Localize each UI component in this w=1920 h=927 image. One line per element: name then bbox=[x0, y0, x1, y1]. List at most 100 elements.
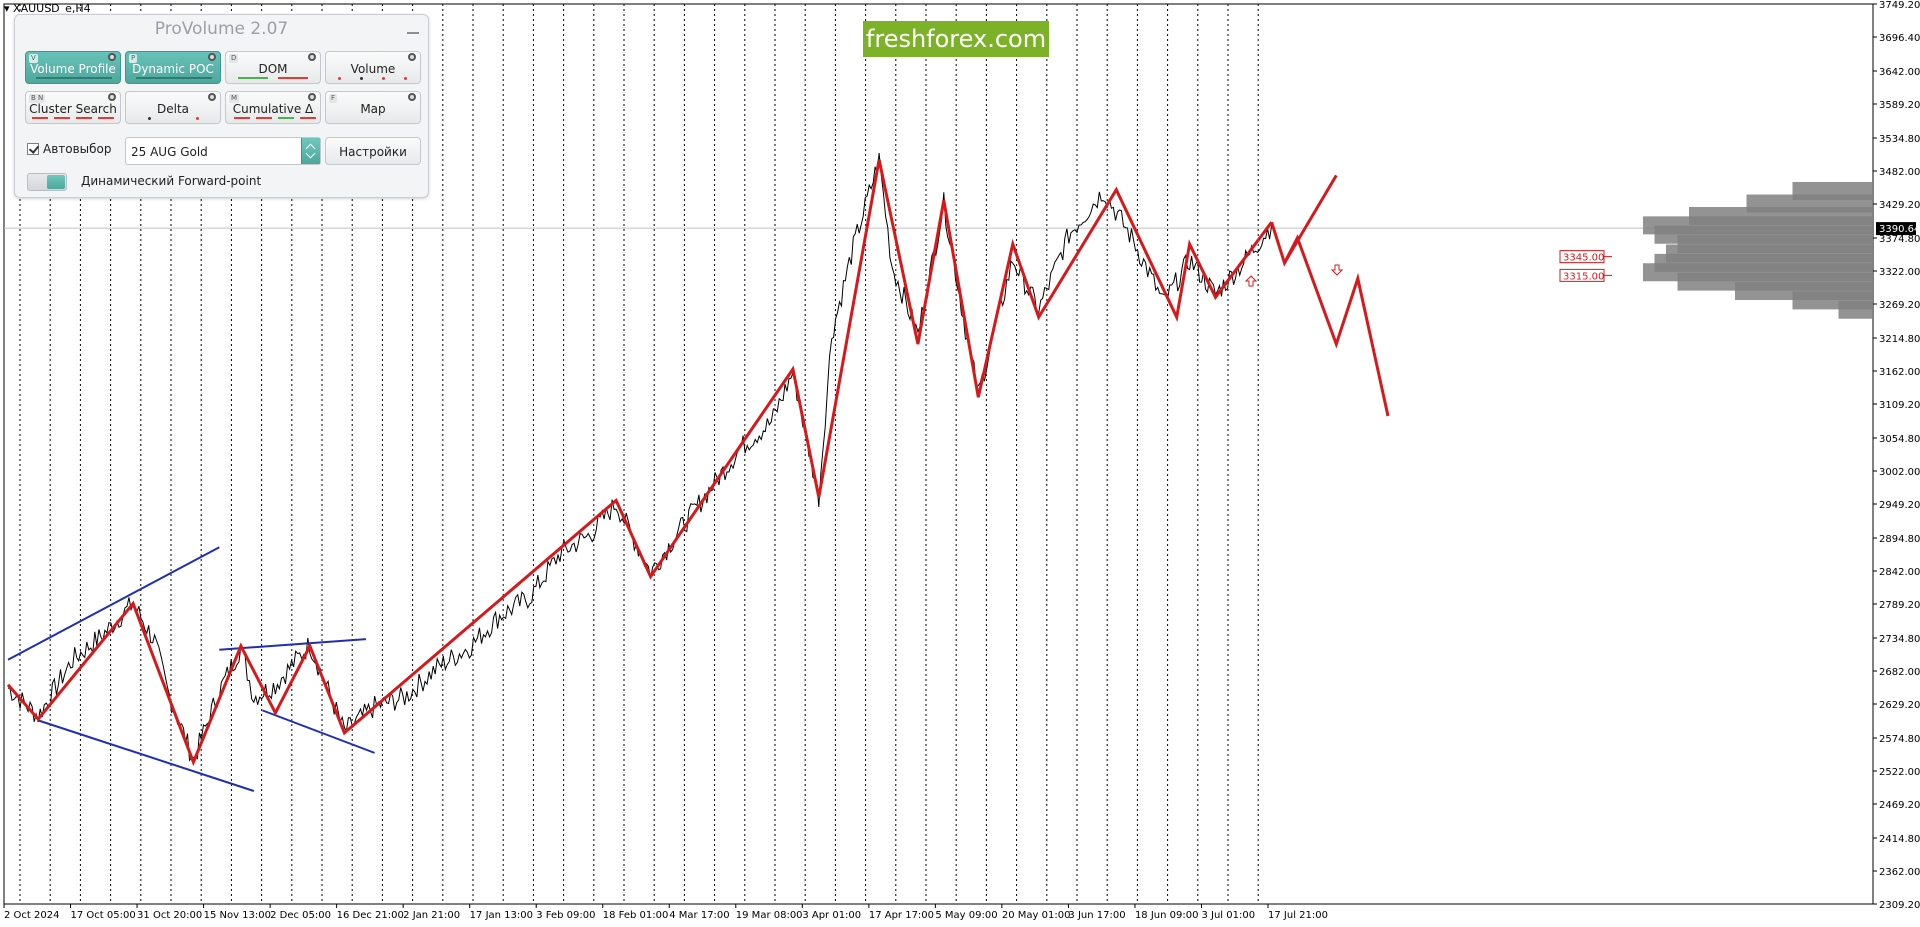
spinner-arrows[interactable] bbox=[301, 138, 320, 164]
x-tick-label: 20 May 01:00 bbox=[1002, 910, 1071, 921]
x-tick-label: 3 Apr 01:00 bbox=[802, 910, 861, 921]
channel-2-lower bbox=[262, 709, 375, 754]
symbol-text: XAUUSD_e,H4 bbox=[13, 2, 91, 15]
x-tick-label: 2 Jan 21:00 bbox=[403, 910, 460, 921]
y-tick-label: 2414.80 bbox=[1879, 834, 1920, 845]
volume-profile-button[interactable]: V Volume Profile bbox=[25, 51, 121, 84]
minimize-button[interactable] bbox=[406, 24, 420, 36]
y-tick-label: 2842.00 bbox=[1879, 567, 1920, 578]
indicator-line bbox=[278, 117, 294, 119]
indicator-line bbox=[234, 117, 250, 119]
y-tick-label: 2949.20 bbox=[1879, 500, 1920, 511]
map-button[interactable]: F Map bbox=[325, 91, 421, 124]
dynamic-poc-button[interactable]: P Dynamic POC bbox=[125, 51, 221, 84]
gear-icon[interactable] bbox=[108, 53, 116, 61]
indicator-line bbox=[32, 117, 48, 119]
volume-button[interactable]: Volume bbox=[325, 51, 421, 84]
y-tick-label: 2734.80 bbox=[1879, 634, 1920, 645]
x-tick-label: 16 Dec 21:00 bbox=[337, 910, 404, 921]
cluster-search-button[interactable]: B N Cluster Search bbox=[25, 91, 121, 124]
channel-lines bbox=[7, 546, 375, 792]
y-axis: 3749.20 3696.40 3642.00 3589.20 3534.80 3482.… bbox=[1873, 0, 1920, 911]
delta-button[interactable]: Delta bbox=[125, 91, 221, 124]
contract-select[interactable]: 25 AUG Gold bbox=[125, 137, 321, 165]
autoselect-checkbox[interactable] bbox=[27, 143, 39, 155]
down-arrow-icon bbox=[1330, 264, 1344, 276]
gear-icon[interactable] bbox=[408, 53, 416, 61]
hotkey-badge: P bbox=[129, 54, 138, 63]
y-tick-label: 2629.20 bbox=[1879, 700, 1920, 711]
channel-1-upper bbox=[7, 546, 220, 661]
y-tick-label: 3749.20 bbox=[1879, 0, 1920, 11]
signal-arrows bbox=[1244, 264, 1344, 287]
y-tick-label: 3374.80 bbox=[1879, 234, 1920, 245]
contract-value: 25 AUG Gold bbox=[131, 145, 208, 159]
y-tick-label: 2789.20 bbox=[1879, 600, 1920, 611]
x-tick-label: 17 Oct 05:00 bbox=[71, 910, 136, 921]
y-tick-label: 3162.00 bbox=[1879, 367, 1920, 378]
indicator-line bbox=[36, 77, 112, 79]
dom-button[interactable]: D DOM bbox=[225, 51, 321, 84]
x-tick-label: 4 Mar 17:00 bbox=[669, 910, 729, 921]
y-tick-label: 3109.20 bbox=[1879, 400, 1920, 411]
indicator-dot bbox=[148, 117, 151, 120]
y-tick-label: 3589.20 bbox=[1879, 100, 1920, 111]
x-tick-label: 31 Oct 20:00 bbox=[137, 910, 202, 921]
symbol-label: ▾ XAUUSD_e,H4 bbox=[4, 2, 91, 15]
y-tick-label: 2362.00 bbox=[1879, 867, 1920, 878]
y-tick-label: 2522.00 bbox=[1879, 767, 1920, 778]
forecast-alt-line bbox=[1283, 174, 1338, 264]
gear-icon[interactable] bbox=[208, 53, 216, 61]
x-tick-label: 3 Jul 01:00 bbox=[1201, 910, 1255, 921]
gear-icon[interactable] bbox=[108, 93, 116, 101]
current-price-label: 3390.64 bbox=[1879, 224, 1920, 235]
volume-bar bbox=[1838, 300, 1873, 319]
y-tick-label: 2574.80 bbox=[1879, 734, 1920, 745]
hotkey-badge: D bbox=[229, 54, 239, 63]
y-tick-label: 3054.80 bbox=[1879, 434, 1920, 445]
indicator-line bbox=[278, 77, 308, 79]
y-tick-label: 3214.80 bbox=[1879, 334, 1920, 345]
hotkey-badge: F bbox=[329, 94, 338, 103]
gear-icon[interactable] bbox=[208, 93, 216, 101]
level-label: 3345.00 bbox=[1563, 253, 1604, 264]
indicator-line bbox=[256, 117, 272, 119]
settings-button[interactable]: Настройки bbox=[325, 137, 421, 165]
y-tick-label: 2682.00 bbox=[1879, 667, 1920, 678]
indicator-dot bbox=[382, 77, 385, 80]
forward-point-toggle[interactable] bbox=[27, 173, 67, 191]
symbol-dropdown-icon[interactable]: ▾ bbox=[4, 2, 10, 15]
indicator-dot bbox=[360, 77, 363, 80]
x-tick-label: 18 Jun 09:00 bbox=[1135, 910, 1199, 921]
y-tick-label: 3482.00 bbox=[1879, 167, 1920, 178]
chevron-down-icon[interactable] bbox=[305, 148, 316, 159]
x-tick-label: 3 Jun 17:00 bbox=[1068, 910, 1125, 921]
hotkey-badge: V bbox=[29, 54, 38, 63]
x-tick-label: 17 Jul 21:00 bbox=[1268, 910, 1328, 921]
price-levels: 3345.00 3315.00 bbox=[1559, 250, 1612, 282]
x-tick-label: 2 Dec 05:00 bbox=[270, 910, 331, 921]
y-tick-label: 2469.20 bbox=[1879, 800, 1920, 811]
brand-logo: freshforex.com bbox=[863, 21, 1049, 57]
indicator-dot bbox=[338, 77, 341, 80]
indicator-line bbox=[76, 117, 92, 119]
x-tick-label: 5 May 09:00 bbox=[935, 910, 997, 921]
forward-point-label: Динамический Forward-point bbox=[81, 174, 262, 188]
provolume-panel: ProVolume 2.07 V Volume Profile P Dynami… bbox=[14, 14, 429, 198]
level-label: 3315.00 bbox=[1563, 271, 1604, 282]
channel-1-lower bbox=[37, 719, 255, 792]
indicator-line bbox=[136, 77, 212, 79]
indicator-dot bbox=[404, 77, 407, 80]
hotkey-badge: M bbox=[229, 94, 240, 103]
y-tick-label: 3429.20 bbox=[1879, 200, 1920, 211]
gear-icon[interactable] bbox=[408, 93, 416, 101]
x-axis: 2 Oct 2024 17 Oct 05:00 31 Oct 20:00 15 Nov… bbox=[3, 904, 1328, 921]
gear-icon[interactable] bbox=[308, 53, 316, 61]
cumulative-delta-button[interactable]: M Cumulative Δ bbox=[225, 91, 321, 124]
x-tick-label: 3 Feb 09:00 bbox=[536, 910, 595, 921]
indicator-line bbox=[300, 117, 316, 119]
gear-icon[interactable] bbox=[308, 93, 316, 101]
indicator-line bbox=[98, 117, 114, 119]
zigzag-line bbox=[6, 159, 1273, 767]
y-tick-label: 3534.80 bbox=[1879, 134, 1920, 145]
